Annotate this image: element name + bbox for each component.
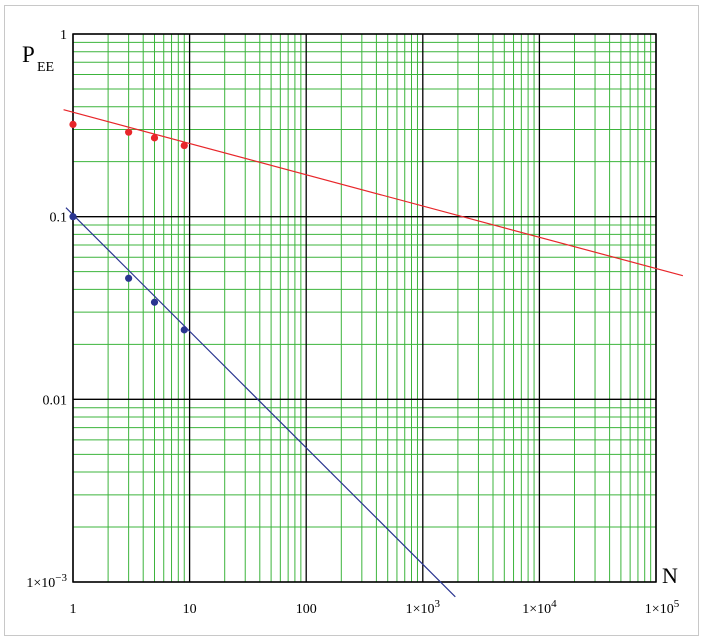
x-tick-label: 1×104 [522,598,557,617]
y-tick-label: 1×10−3 [26,572,67,591]
data-point [69,120,77,128]
y-tick-label: 1 [60,28,67,43]
fit-line [65,207,456,598]
data-point [180,326,188,334]
series-1 [63,109,684,277]
data-point [125,274,133,282]
data-point [180,141,188,150]
series-layer [63,109,684,598]
x-axis-label: N [662,563,678,588]
y-tick-label: 0.1 [50,211,68,226]
x-tick-label: 1×105 [645,598,680,617]
data-point [125,128,133,136]
x-tick-label: 1×103 [406,598,441,617]
data-point [150,134,159,142]
fit-line [63,109,684,277]
plot-area [73,34,656,582]
data-point [69,213,77,221]
x-tick-label: 100 [296,602,317,617]
x-tick-label: 1 [70,602,77,617]
y-tick-label: 0.01 [43,393,68,408]
tick-labels: 1 10 100 1×103 1×104 1×105 1 0.1 0.01 1×10−3 [26,28,679,617]
data-point [150,298,159,306]
series-2 [65,207,456,598]
y-axis-label: P [22,42,35,67]
x-tick-label: 10 [183,602,197,617]
axis-titles: P EE N [22,42,678,588]
y-axis-label-subscript: EE [37,60,54,75]
grid [72,33,657,583]
plot-border [72,33,657,583]
